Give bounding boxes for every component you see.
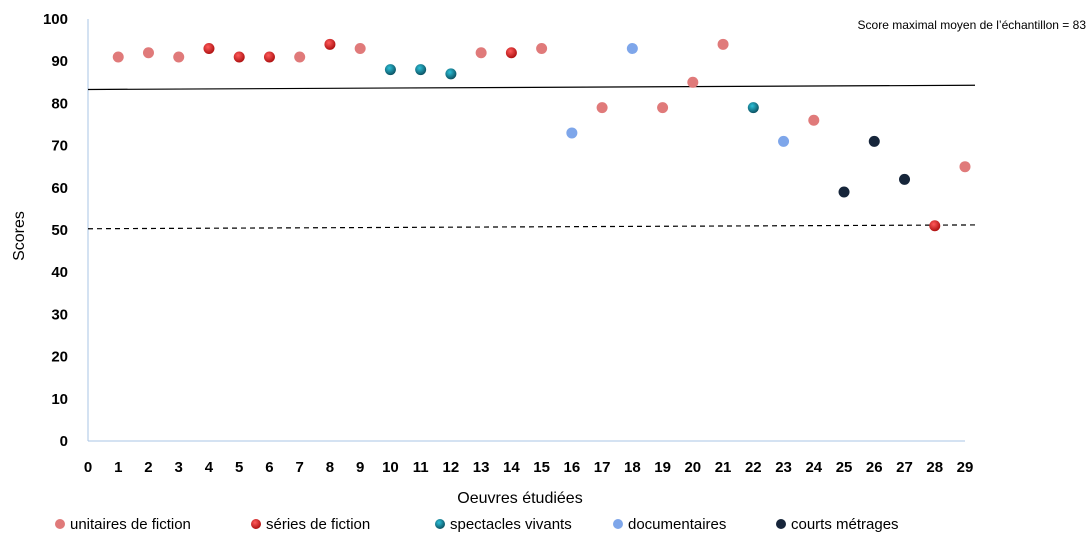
- y-tick-label: 60: [51, 180, 68, 197]
- data-point: [536, 43, 548, 55]
- data-point: [929, 220, 941, 232]
- x-tick-label: 27: [896, 459, 913, 476]
- legend-label: courts métrages: [791, 516, 899, 533]
- data-point: [596, 102, 608, 114]
- x-tick-label: 15: [533, 459, 550, 476]
- data-point: [959, 161, 971, 173]
- chart-annotation: Score maximal moyen de l’échantillon = 8…: [858, 18, 1087, 32]
- legend-label: spectacles vivants: [450, 516, 572, 533]
- data-point: [263, 51, 275, 63]
- data-point: [324, 38, 336, 50]
- y-tick-label: 80: [51, 95, 68, 112]
- data-point: [233, 51, 245, 63]
- data-point: [445, 68, 457, 80]
- solid-reference-line: [87, 84, 976, 91]
- y-tick-label: 20: [51, 349, 68, 366]
- legend-item: unitaires de fiction: [55, 516, 191, 533]
- data-point: [566, 127, 578, 139]
- data-points: [112, 38, 971, 232]
- x-tick-label: 29: [957, 459, 974, 476]
- legend-marker: [613, 519, 623, 529]
- data-point: [354, 43, 366, 55]
- data-point: [808, 114, 820, 126]
- legend-marker: [435, 519, 445, 529]
- data-point: [717, 38, 729, 50]
- data-point: [687, 76, 699, 88]
- x-tick-label: 18: [624, 459, 641, 476]
- x-tick-labels: 0 1 2 3 4 5 6 7 8 9 10 11 12 13 14 15 16 17 18 19 20 21 22 23 24…: [84, 459, 974, 476]
- y-tick-label: 90: [51, 53, 68, 70]
- x-tick-label: 14: [503, 459, 520, 476]
- legend-item: séries de fiction: [251, 516, 370, 533]
- dashed-reference-line: [87, 224, 976, 230]
- legend-item: documentaires: [613, 516, 726, 533]
- x-tick-label: 24: [805, 459, 822, 476]
- x-tick-label: 7: [296, 459, 304, 476]
- x-tick-label: 28: [926, 459, 943, 476]
- legend-marker: [776, 519, 786, 529]
- x-tick-label: 13: [473, 459, 490, 476]
- x-tick-label: 12: [443, 459, 460, 476]
- data-point: [657, 102, 669, 114]
- x-tick-label: 1: [114, 459, 122, 476]
- data-point: [778, 135, 790, 147]
- x-tick-label: 22: [745, 459, 762, 476]
- legend-label: séries de fiction: [266, 516, 370, 533]
- data-point: [899, 173, 911, 185]
- data-point: [142, 47, 154, 59]
- data-point: [626, 43, 638, 55]
- x-tick-label: 3: [175, 459, 183, 476]
- x-tick-label: 20: [684, 459, 701, 476]
- legend-label: unitaires de fiction: [70, 516, 191, 533]
- x-tick-label: 23: [775, 459, 792, 476]
- x-tick-label: 0: [84, 459, 92, 476]
- data-point: [475, 47, 487, 59]
- y-tick-label: 30: [51, 306, 68, 323]
- y-tick-label: 0: [60, 433, 68, 450]
- legend-marker: [251, 519, 261, 529]
- data-point: [505, 47, 517, 59]
- data-point: [384, 64, 396, 76]
- data-point: [203, 43, 215, 55]
- y-tick-label: 100: [43, 11, 68, 28]
- data-point: [415, 64, 427, 76]
- data-point: [173, 51, 185, 63]
- y-tick-labels: 0 10 20 30 40 50 60 70 80 90 100: [43, 11, 68, 450]
- x-tick-label: 10: [382, 459, 399, 476]
- x-tick-label: 11: [413, 459, 429, 476]
- data-point: [747, 102, 759, 114]
- x-tick-label: 16: [564, 459, 581, 476]
- y-axis-title: Scores: [11, 211, 28, 261]
- x-tick-label: 9: [356, 459, 364, 476]
- data-point: [112, 51, 124, 63]
- x-axis-title: Oeuvres étudiées: [457, 490, 582, 507]
- x-tick-label: 25: [836, 459, 853, 476]
- legend-marker: [55, 519, 65, 529]
- x-tick-label: 4: [205, 459, 214, 476]
- legend-item: courts métrages: [776, 516, 899, 533]
- legend-item: spectacles vivants: [435, 516, 572, 533]
- y-tick-label: 70: [51, 138, 68, 155]
- data-point: [868, 135, 880, 147]
- data-point: [294, 51, 306, 63]
- y-tick-label: 40: [51, 264, 68, 281]
- reference-lines: [87, 84, 976, 230]
- x-tick-label: 26: [866, 459, 883, 476]
- legend-label: documentaires: [628, 516, 726, 533]
- x-tick-label: 21: [715, 459, 732, 476]
- x-tick-label: 6: [265, 459, 273, 476]
- x-tick-label: 17: [594, 459, 611, 476]
- x-tick-label: 2: [144, 459, 152, 476]
- y-tick-label: 10: [51, 391, 68, 408]
- chart-legend: unitaires de fiction séries de fiction spe…: [55, 516, 899, 533]
- x-tick-label: 19: [654, 459, 671, 476]
- x-tick-label: 8: [326, 459, 334, 476]
- data-point: [838, 186, 850, 198]
- y-tick-label: 50: [51, 222, 68, 239]
- x-tick-label: 5: [235, 459, 243, 476]
